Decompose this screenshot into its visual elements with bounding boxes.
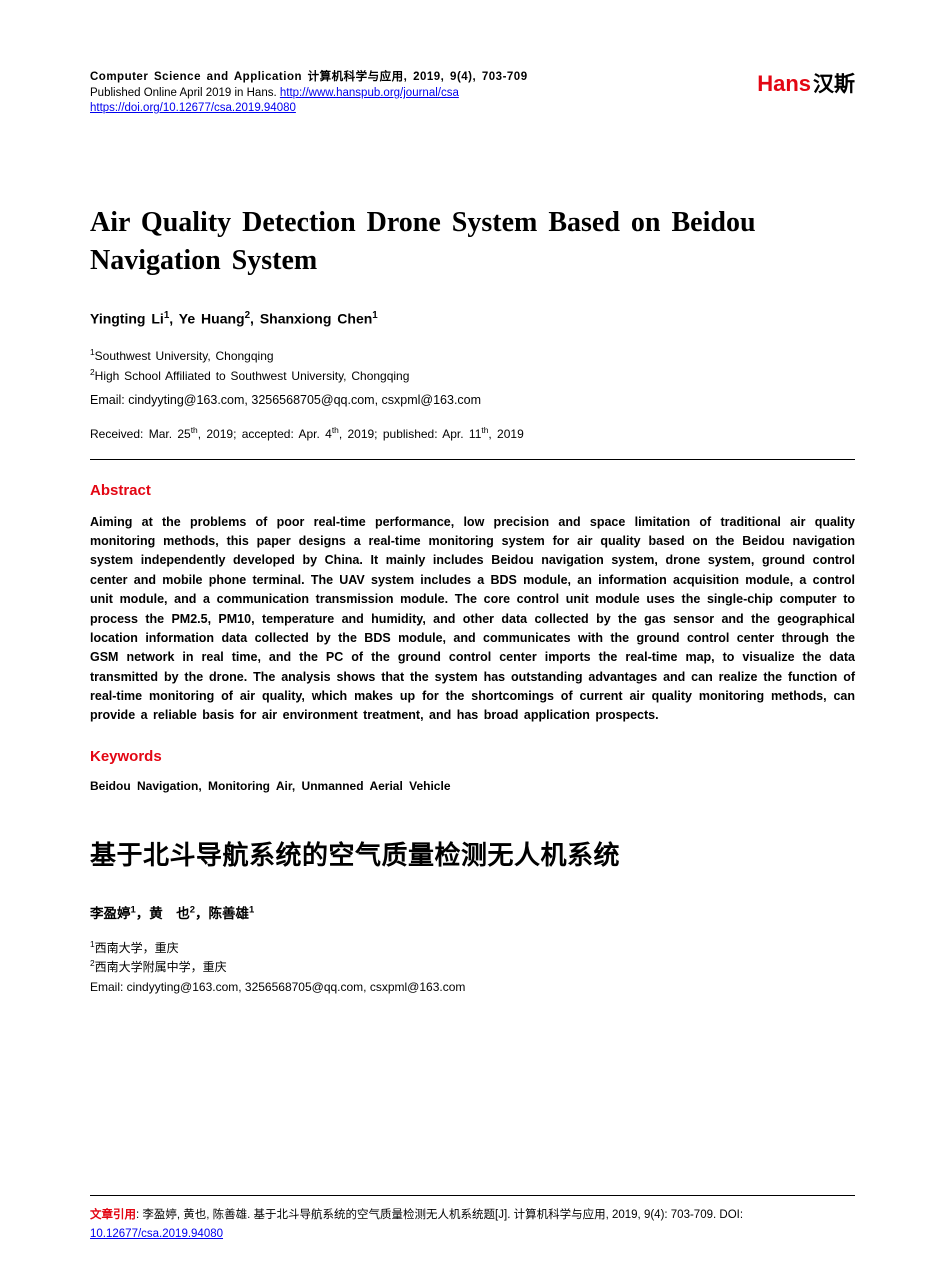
affiliation-2: 2High School Affiliated to Southwest Uni… (90, 366, 855, 386)
authors-cn: 李盈婷1，黄 也2，陈善雄1 (90, 902, 855, 922)
affiliation-cn-1: 1西南大学，重庆 (90, 938, 855, 957)
authors-en: Yingting Li1, Ye Huang2, Shanxiong Chen1 (90, 310, 855, 327)
affil-cn-2-text: 西南大学附属中学，重庆 (95, 960, 227, 974)
journal-url-link[interactable]: http://www.hanspub.org/journal/csa (280, 87, 459, 99)
paper-title-en: Air Quality Detection Drone System Based… (90, 204, 855, 280)
email-line: Email: cindyyting@163.com, 3256568705@qq… (90, 393, 855, 407)
abstract-heading: Abstract (90, 482, 855, 499)
divider-1 (90, 459, 855, 460)
author-cn-3-sup: 1 (249, 904, 254, 915)
accepted-year: , 2019; (339, 427, 383, 441)
page-footer: 文章引用: 李盈婷, 黄也, 陈善雄. 基于北斗导航系统的空气质量检测无人机系统… (90, 1195, 855, 1243)
accepted-sup: th (332, 425, 339, 435)
published-label: published: Apr. 11 (383, 427, 482, 441)
published-year: , 2019 (488, 427, 523, 441)
doi-label: DOI: (719, 1209, 743, 1221)
author-1-sup: 1 (164, 310, 169, 321)
citation-text: : 李盈婷, 黄也, 陈善雄. 基于北斗导航系统的空气质量检测无人机系统题[J]… (136, 1209, 719, 1221)
author-2-sup: 2 (245, 310, 250, 321)
citation-label: 文章引用 (90, 1209, 136, 1221)
affiliation-cn-2: 2西南大学附属中学，重庆 (90, 957, 855, 976)
email-cn: Email: cindyyting@163.com, 3256568705@qq… (90, 980, 855, 994)
keywords-text: Beidou Navigation, Monitoring Air, Unman… (90, 779, 855, 793)
affiliation-1: 1Southwest University, Chongqing (90, 346, 855, 366)
author-1: Yingting Li (90, 310, 164, 326)
logo-brand-en: Hans (757, 71, 811, 97)
journal-meta: Computer Science and Application 计算机科学与应… (90, 68, 757, 114)
journal-info-line: Computer Science and Application 计算机科学与应… (90, 68, 757, 84)
author-cn-3: 陈善雄 (209, 906, 250, 921)
publisher-logo: Hans汉斯 (757, 68, 855, 98)
published-online-line: Published Online April 2019 in Hans. htt… (90, 87, 757, 99)
published-prefix: Published Online April 2019 in Hans. (90, 87, 280, 99)
citation-line: 文章引用: 李盈婷, 黄也, 陈善雄. 基于北斗导航系统的空气质量检测无人机系统… (90, 1206, 855, 1243)
keywords-heading: Keywords (90, 748, 855, 765)
received-sup: th (191, 425, 198, 435)
author-cn-1-sup: 1 (131, 904, 136, 915)
author-3: Shanxiong Chen (260, 310, 372, 326)
page-header: Computer Science and Application 计算机科学与应… (90, 68, 855, 114)
doi-line: https://doi.org/10.12677/csa.2019.94080 (90, 102, 757, 114)
affil-2-text: High School Affiliated to Southwest Univ… (95, 369, 410, 383)
author-cn-1: 李盈婷 (90, 906, 131, 921)
footer-doi-link[interactable]: 10.12677/csa.2019.94080 (90, 1228, 223, 1240)
received-label: Received: Mar. 25 (90, 427, 191, 441)
author-2: Ye Huang (179, 310, 245, 326)
logo-brand-cn: 汉斯 (813, 68, 855, 98)
paper-title-cn: 基于北斗导航系统的空气质量检测无人机系统 (90, 835, 855, 872)
doi-url-link[interactable]: https://doi.org/10.12677/csa.2019.94080 (90, 102, 296, 114)
affil-cn-1-text: 西南大学，重庆 (95, 941, 179, 955)
abstract-text: Aiming at the problems of poor real-time… (90, 513, 855, 726)
received-year: , 2019; (198, 427, 242, 441)
author-cn-2: 黄 也 (149, 906, 190, 921)
author-3-sup: 1 (372, 310, 377, 321)
dates-line: Received: Mar. 25th, 2019; accepted: Apr… (90, 425, 855, 441)
accepted-label: accepted: Apr. 4 (242, 427, 332, 441)
affil-1-text: Southwest University, Chongqing (95, 349, 274, 363)
author-cn-2-sup: 2 (190, 904, 195, 915)
